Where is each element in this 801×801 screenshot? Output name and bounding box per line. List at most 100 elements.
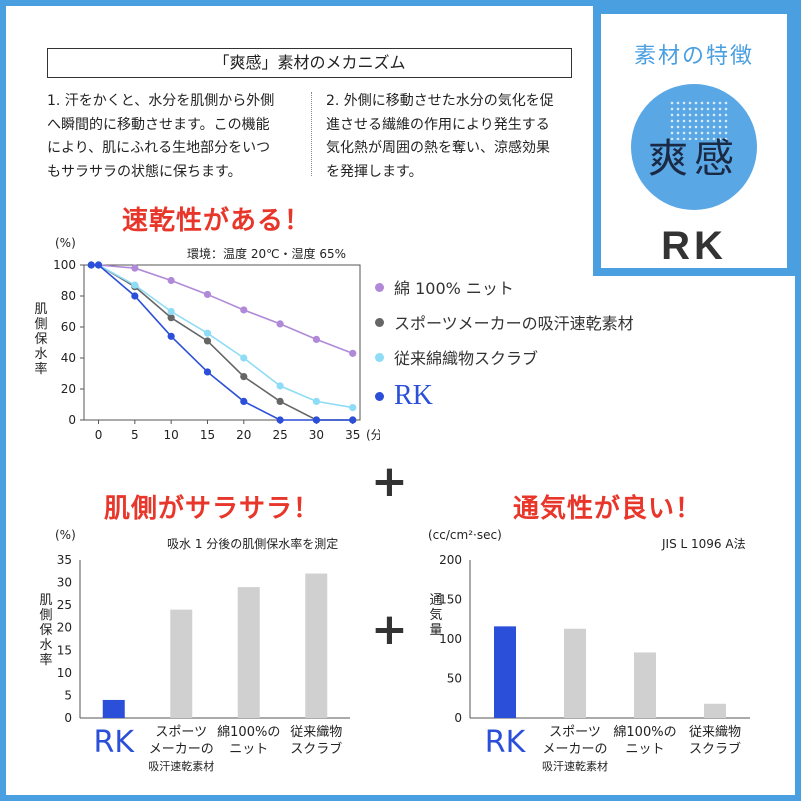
- mechanism-col-1: 1. 汗をかくと、水分を肌側から外側 へ瞬間的に移動させます。この機能 により、…: [47, 90, 274, 184]
- mechanism-line: 2. 外側に移動させた水分の気化を促: [326, 93, 554, 109]
- data-point: [203, 337, 212, 345]
- mechanism-line: を発揮します。: [326, 163, 423, 180]
- y-axis-label: 水: [39, 638, 52, 653]
- y-tick-label: 100: [439, 632, 462, 646]
- y-tick-label: 50: [447, 672, 462, 686]
- bar-chart-breathability: 0 50 100 150 200 通気量 RK スポーツメーカーの吸汗速乾素材 綿100%のニッ…: [429, 553, 750, 773]
- dot-pattern-icon: [669, 100, 729, 140]
- badge-brand: RK: [661, 224, 727, 268]
- y-axis-label: 肌: [34, 302, 47, 317]
- y-tick-label: 25: [57, 598, 72, 612]
- mechanism-line: 気化熱が周囲の熱を奪い、涼感効果: [326, 140, 550, 156]
- bar: [237, 587, 260, 718]
- data-point: [276, 320, 284, 328]
- legend-item: 綿 100% ニット: [375, 275, 514, 299]
- plus-sign: +: [371, 456, 408, 507]
- data-point: [94, 261, 103, 269]
- data-point: [312, 416, 321, 424]
- x-tick-label: 20: [236, 428, 251, 442]
- data-point: [167, 314, 175, 322]
- category-label: ニット: [229, 742, 268, 757]
- mechanism-col-2: 2. 外側に移動させた水分の気化を促 進させる繊維の作用により発生する 気化熱が…: [326, 90, 554, 184]
- badge-circle: 爽感: [631, 84, 757, 210]
- legend-item: RK: [375, 380, 433, 412]
- category-label: スクラブ: [689, 741, 741, 757]
- data-point: [349, 404, 357, 412]
- data-point: [276, 416, 284, 424]
- mechanism-line: もサラサラの状態に保ちます。: [47, 163, 242, 180]
- data-point: [312, 397, 321, 405]
- legend-marker: [375, 317, 384, 327]
- mechanism-line: へ瞬間的に移動させます。この機能: [47, 116, 270, 133]
- chart-3-subtitle: JIS L 1096 A法: [662, 537, 746, 551]
- category-label: スクラブ: [290, 741, 342, 757]
- badge-label: 素材の特徴: [633, 44, 754, 69]
- y-tick-label: 60: [61, 320, 76, 334]
- data-point: [240, 306, 248, 314]
- mechanism-line: 1. 汗をかくと、水分を肌側から外側: [47, 93, 275, 109]
- legend-label: RK: [394, 380, 433, 411]
- x-tick-label: 15: [200, 428, 215, 442]
- category-label: 綿100%の: [613, 725, 676, 740]
- chart-3-yunit: (cc/cm²·sec): [428, 528, 502, 542]
- category-label: ニット: [625, 742, 664, 757]
- y-axis-label: 肌: [39, 593, 52, 608]
- data-point: [131, 281, 139, 289]
- y-axis-label: 側: [34, 317, 47, 332]
- y-axis-label: 量: [429, 623, 442, 638]
- legend-label: 従来綿織物スクラブ: [394, 349, 539, 368]
- data-point: [349, 416, 357, 424]
- y-tick-label: 35: [57, 553, 72, 567]
- y-tick-label: 15: [57, 643, 72, 657]
- category-label: 吸汗速乾素材: [148, 759, 214, 773]
- data-point: [167, 307, 175, 316]
- mechanism-line: 進させる繊維の作用により発生する: [326, 116, 550, 133]
- data-point: [131, 292, 139, 300]
- x-tick-label: 10: [164, 428, 179, 442]
- chart-2-subtitle: 吸水 1 分後の肌側保水率を測定: [167, 537, 339, 551]
- legend-marker: [375, 352, 384, 362]
- chart-2-title: 肌側がサラサラ！: [104, 494, 321, 524]
- chart-2-yunit: (%): [55, 528, 76, 542]
- mechanism-title: 「爽感」素材のメカニズム: [47, 48, 572, 78]
- y-axis-label: 保: [39, 623, 52, 638]
- category-label: メーカーの: [149, 742, 214, 757]
- line-chart: 0 20 40 60 80 100 0 5 10 15 20 25 30 35 (分) 肌側保水率: [34, 258, 380, 442]
- legend-item: スポーツメーカーの吸汗速乾素材: [375, 310, 634, 334]
- category-label: スポーツ: [549, 725, 601, 740]
- data-point: [276, 382, 284, 390]
- chart-1-subtitle: 環境：温度 20℃・湿度 65%: [187, 247, 347, 261]
- chart-1-yunit: (%): [55, 236, 76, 250]
- legend-marker: [375, 391, 384, 401]
- bar-chart-dryness: 0 5 10 15 20 25 30 35 肌側保水率 RK スポーツメーカーの吸汗速乾素材 綿100…: [39, 553, 350, 773]
- feature-badge: 素材の特徴 爽感 RK: [593, 6, 795, 276]
- category-label: スポーツ: [155, 725, 207, 740]
- y-tick-label: 100: [53, 258, 76, 272]
- data-point: [167, 276, 175, 285]
- category-label: RK: [485, 725, 527, 760]
- data-point: [167, 332, 175, 340]
- y-tick-label: 20: [61, 382, 76, 396]
- data-point: [203, 290, 212, 299]
- category-label: 従来織物: [689, 725, 741, 740]
- badge-kanji: 爽感: [648, 136, 740, 182]
- legend-label: 綿 100% ニット: [394, 279, 514, 298]
- plus-sign: +: [371, 604, 408, 655]
- y-tick-label: 5: [64, 688, 72, 702]
- x-tick-label: 25: [272, 428, 287, 442]
- bar: [634, 652, 656, 718]
- data-point: [240, 373, 248, 381]
- x-tick-label: 30: [309, 428, 324, 442]
- y-tick-label: 20: [57, 621, 72, 635]
- data-point: [240, 397, 248, 405]
- y-tick-label: 40: [61, 351, 76, 365]
- y-tick-label: 30: [57, 576, 72, 590]
- x-tick-label: 0: [95, 428, 103, 442]
- bar: [102, 699, 125, 718]
- y-tick-label: 200: [439, 553, 462, 567]
- y-tick-label: 150: [439, 593, 462, 607]
- data-point: [312, 335, 321, 343]
- x-tick-label: 5: [131, 428, 139, 442]
- bar: [305, 573, 328, 718]
- bar: [494, 626, 516, 718]
